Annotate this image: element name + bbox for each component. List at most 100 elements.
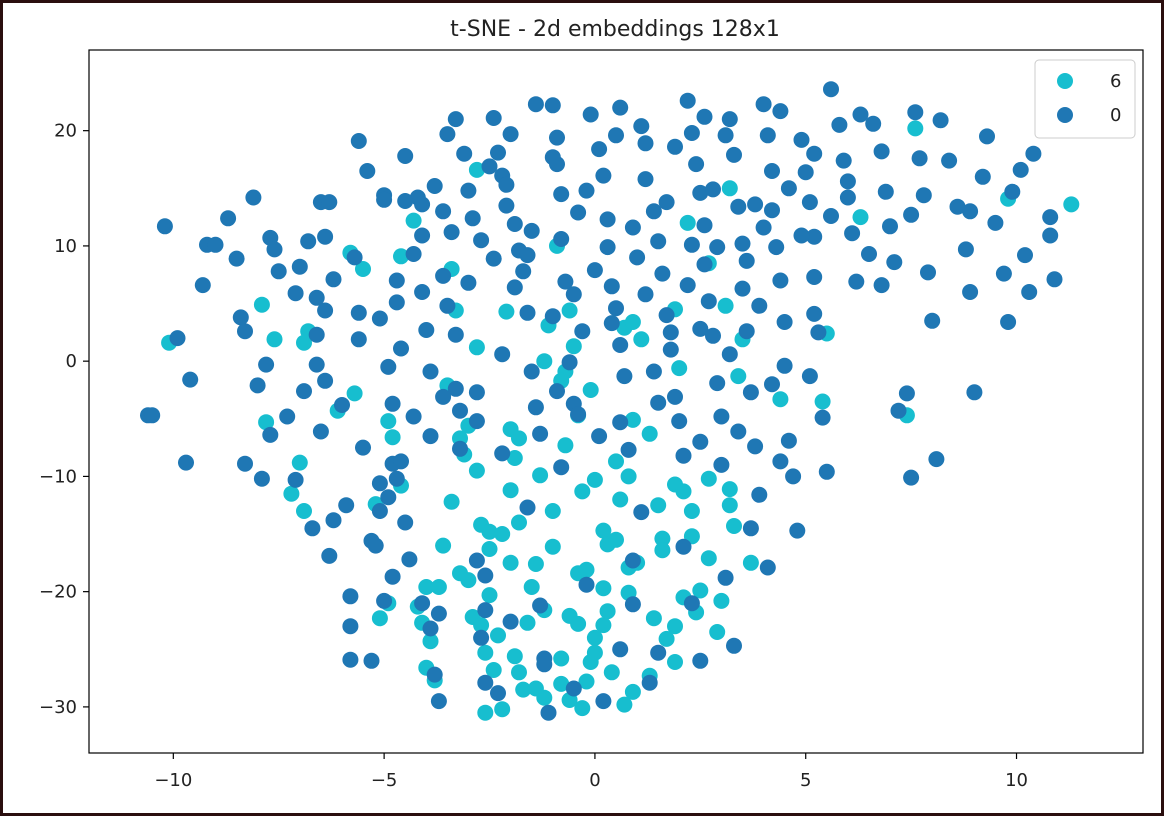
point-series-0-39 <box>350 133 367 149</box>
point-series-6-96 <box>721 481 738 498</box>
point-series-0-247 <box>287 285 304 302</box>
point-series-0-95 <box>544 97 561 114</box>
point-series-0-18 <box>266 241 283 258</box>
point-series-0-181 <box>898 385 915 402</box>
point-series-0-254 <box>629 249 646 266</box>
point-series-0-307 <box>350 331 367 348</box>
point-series-0-169 <box>831 116 848 133</box>
point-series-0-230 <box>494 445 511 462</box>
point-series-0-274 <box>705 181 721 198</box>
point-series-6-2 <box>266 331 283 348</box>
point-series-0-308 <box>296 383 312 400</box>
point-series-0-175 <box>865 115 882 132</box>
point-series-0-104 <box>578 576 595 593</box>
point-series-0-209 <box>527 96 544 113</box>
point-series-0-107 <box>595 167 612 184</box>
point-series-0-284 <box>624 219 641 236</box>
point-series-0-37 <box>342 618 359 635</box>
point-series-0-36 <box>342 588 359 605</box>
point-series-6-121 <box>671 360 688 377</box>
point-series-0-69 <box>447 326 464 343</box>
point-series-6-49 <box>519 614 536 631</box>
legend-label-0: 0 <box>1110 105 1121 126</box>
point-series-6-57 <box>553 675 570 692</box>
tsne-scatter-chart: t-SNE - 2d embeddings 128x1 −10 −5 0 5 10 −3… <box>39 17 1144 791</box>
point-series-6-77 <box>608 531 624 548</box>
chart-figure: t-SNE - 2d embeddings 128x1 −10 −5 0 5 10 −3… <box>3 3 1161 813</box>
point-series-0-195 <box>974 168 991 185</box>
point-series-0-26 <box>308 356 325 373</box>
point-series-0-293 <box>721 346 738 363</box>
point-series-6-36 <box>477 644 494 661</box>
point-series-6-142 <box>506 450 523 466</box>
scatter-points <box>140 81 1080 721</box>
point-series-0-223 <box>473 629 490 646</box>
point-series-0-167 <box>818 463 835 480</box>
point-series-0-153 <box>768 239 785 256</box>
point-series-6-66 <box>586 629 603 646</box>
point-series-6-74 <box>586 471 603 488</box>
point-series-6-103 <box>814 393 831 410</box>
point-series-0-84 <box>498 197 515 214</box>
point-series-0-155 <box>776 314 793 330</box>
point-series-0-204 <box>1025 145 1042 162</box>
point-series-0-29 <box>317 228 334 245</box>
point-series-6-91 <box>683 503 700 519</box>
point-series-0-81 <box>485 110 502 126</box>
point-series-6-69 <box>565 338 582 355</box>
point-series-6-63 <box>578 673 595 690</box>
point-series-0-21 <box>287 471 304 488</box>
point-series-0-179 <box>886 254 903 271</box>
point-series-6-84 <box>641 425 658 442</box>
point-series-0-128 <box>679 92 696 109</box>
point-series-0-188 <box>928 451 945 468</box>
point-series-6-118 <box>536 353 553 370</box>
point-series-6-85 <box>654 530 671 547</box>
point-series-6-15 <box>371 610 388 627</box>
point-series-0-224 <box>490 685 506 702</box>
point-series-0-268 <box>839 173 856 190</box>
point-series-0-144 <box>734 280 751 297</box>
point-series-0-192 <box>957 241 974 258</box>
point-series-0-295 <box>801 368 818 385</box>
point-series-6-130 <box>667 654 683 670</box>
point-series-6-116 <box>498 303 515 320</box>
point-series-0-49 <box>376 592 393 609</box>
point-series-6-151 <box>713 592 730 609</box>
y-tick-label: −10 <box>39 466 77 487</box>
y-tick-label: 20 <box>54 121 77 142</box>
point-series-0-73 <box>456 145 473 162</box>
point-series-6-17 <box>393 248 409 265</box>
point-series-0-193 <box>962 284 979 300</box>
point-series-0-228 <box>683 595 700 612</box>
point-series-6-75 <box>595 522 612 539</box>
point-series-6-113 <box>624 314 641 330</box>
point-series-0-124 <box>667 388 683 405</box>
point-series-6-48 <box>515 681 532 698</box>
point-series-0-64 <box>422 620 439 637</box>
point-series-0-133 <box>696 256 713 273</box>
point-series-0-264 <box>608 127 624 144</box>
point-series-0-58 <box>401 551 418 568</box>
point-series-6-65 <box>586 644 603 661</box>
point-series-6-133 <box>616 696 633 713</box>
point-series-0-10 <box>232 309 249 326</box>
point-series-0-294 <box>764 376 780 393</box>
point-series-6-83 <box>633 331 650 348</box>
point-series-0-141 <box>726 146 742 163</box>
point-series-0-40 <box>350 304 367 321</box>
point-series-6-78 <box>608 453 624 470</box>
point-series-0-290 <box>544 308 561 325</box>
point-series-0-296 <box>549 383 565 400</box>
point-series-0-20 <box>279 408 296 425</box>
point-series-0-213 <box>624 596 641 613</box>
point-series-0-244 <box>751 297 768 314</box>
point-series-0-297 <box>612 414 629 431</box>
legend-label-6: 6 <box>1110 71 1121 92</box>
point-series-6-149 <box>595 580 612 597</box>
point-series-0-180 <box>890 402 907 419</box>
point-series-0-235 <box>759 559 776 576</box>
point-series-6-95 <box>709 624 726 640</box>
point-series-6-41 <box>494 526 511 542</box>
point-series-6-39 <box>481 541 498 557</box>
